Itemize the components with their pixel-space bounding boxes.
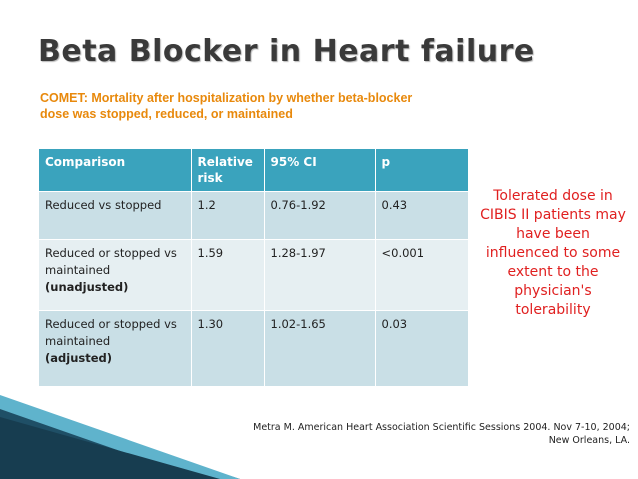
comparison-text: Reduced or stopped vs maintained (45, 246, 177, 277)
table-caption: COMET: Mortality after hospitalization b… (40, 91, 413, 121)
cell-p: <0.001 (375, 239, 469, 311)
header-comparison: Comparison (39, 149, 192, 192)
cell-relative-risk: 1.30 (191, 310, 265, 386)
cell-relative-risk: 1.2 (191, 191, 265, 240)
comparison-qualifier: (unadjusted) (45, 280, 129, 294)
cell-relative-risk: 1.59 (191, 239, 265, 311)
header-relative-risk: Relative risk (191, 149, 265, 192)
table-header-row: Comparison Relative risk 95% CI p (39, 149, 469, 192)
cell-ci: 1.28-1.97 (264, 239, 376, 311)
swoosh-light-band (0, 395, 240, 479)
comparison-qualifier: (adjusted) (45, 351, 113, 365)
swoosh-deep-band (0, 417, 220, 479)
header-p: p (375, 149, 469, 192)
cell-comparison: Reduced vs stopped (39, 191, 192, 240)
citation-line-2: New Orleans, LA. (548, 435, 630, 446)
cell-ci: 1.02-1.65 (264, 310, 376, 386)
side-note: Tolerated dose in CIBIS II patients may … (480, 188, 626, 318)
decorative-swoosh (0, 395, 240, 479)
table-row: Reduced or stopped vs maintained (adjust… (39, 310, 469, 386)
header-ci: 95% CI (264, 149, 376, 192)
citation-line-1: Metra M. American Heart Association Scie… (253, 422, 630, 433)
table-row: Reduced or stopped vs maintained (unadju… (39, 239, 469, 311)
citation: Metra M. American Heart Association Scie… (190, 421, 630, 447)
comparison-text: Reduced or stopped vs maintained (45, 317, 177, 348)
cell-comparison: Reduced or stopped vs maintained (adjust… (39, 310, 192, 386)
cell-comparison: Reduced or stopped vs maintained (unadju… (39, 239, 192, 311)
table-row: Reduced vs stopped 1.2 0.76-1.92 0.43 (39, 191, 469, 240)
slide-title: Beta Blocker in Heart failure (38, 34, 535, 69)
results-table: Comparison Relative risk 95% CI p Reduce… (39, 149, 469, 386)
cell-ci: 0.76-1.92 (264, 191, 376, 240)
comparison-text: Reduced vs stopped (45, 198, 162, 212)
cell-p: 0.03 (375, 310, 469, 386)
cell-p: 0.43 (375, 191, 469, 240)
